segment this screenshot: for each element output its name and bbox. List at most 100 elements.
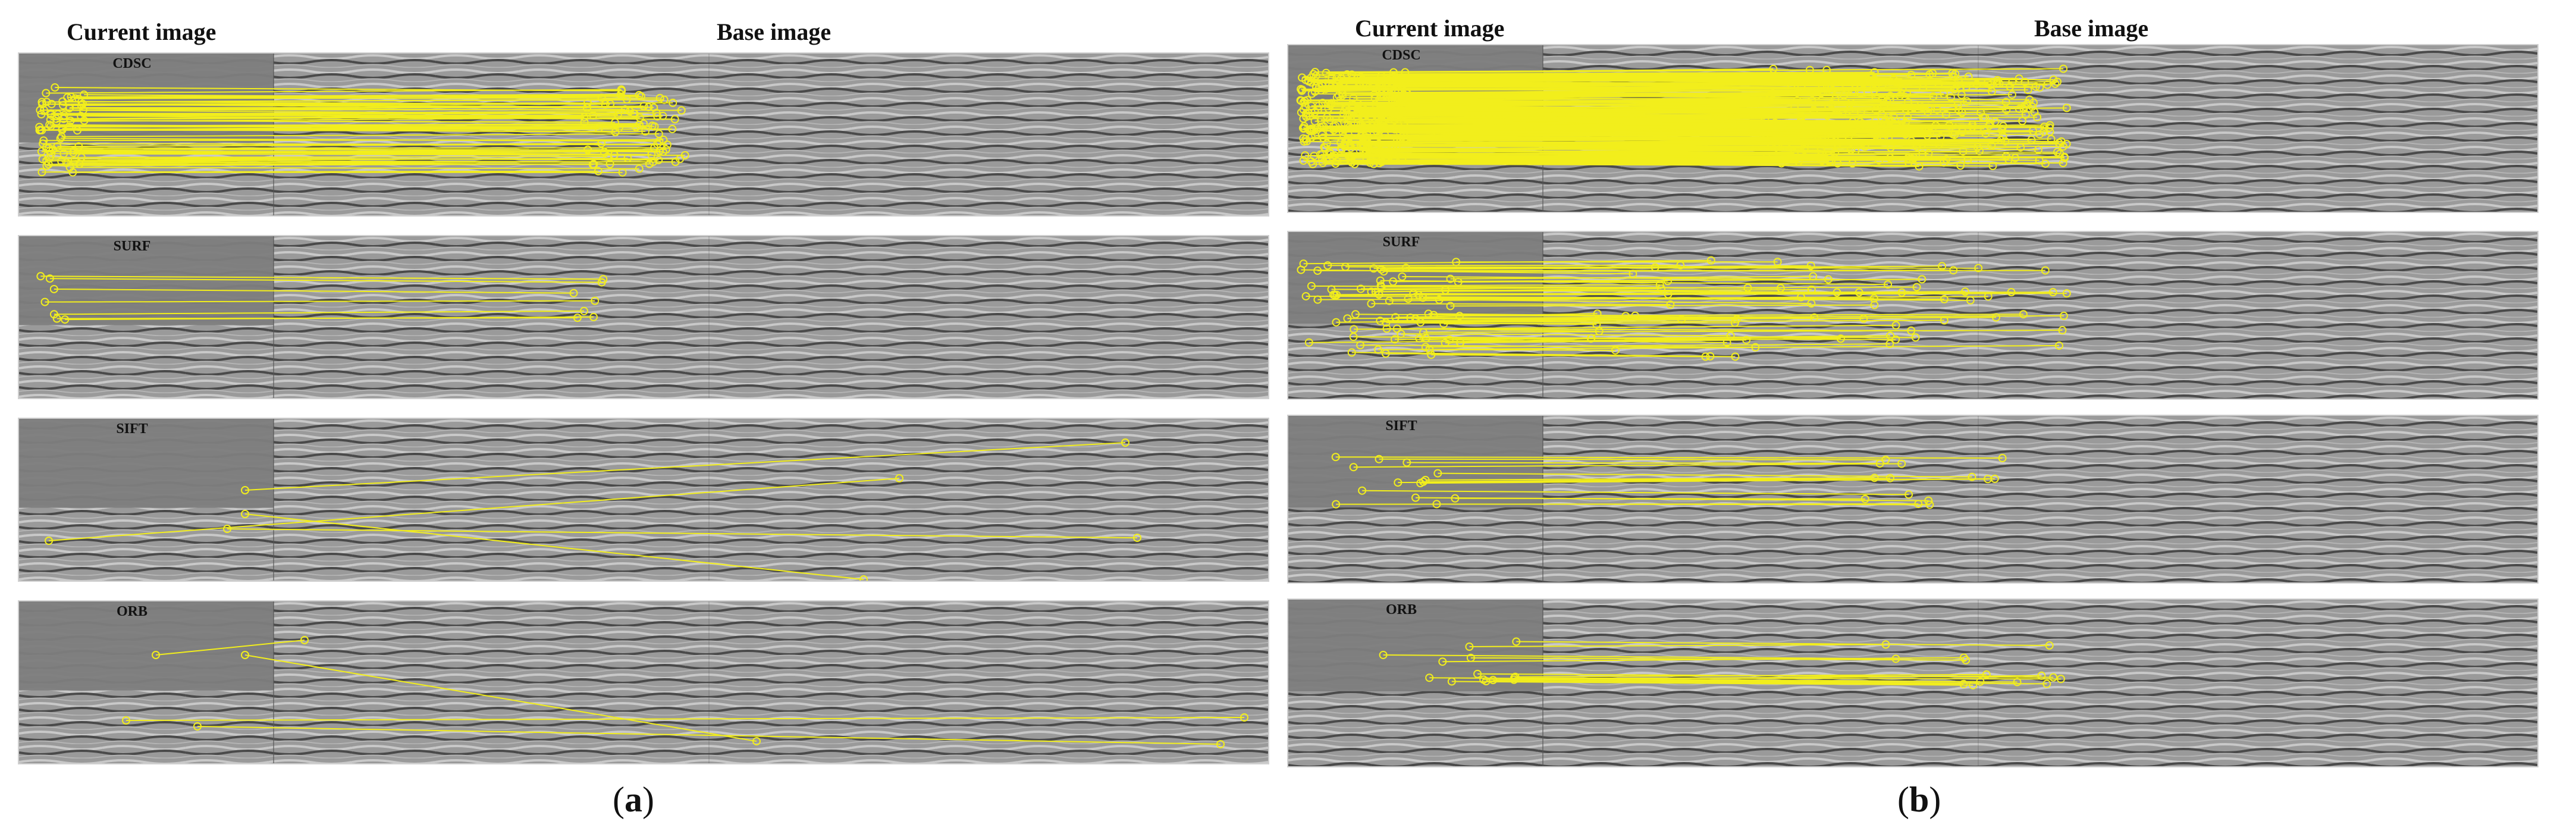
keypoint-marker xyxy=(2054,341,2063,350)
keypoint-marker xyxy=(35,123,44,131)
keypoint-marker xyxy=(1240,713,1248,722)
panel-b-header-current: Current image xyxy=(1355,15,1505,42)
keypoint-marker xyxy=(1881,640,1890,649)
keypoint-marker xyxy=(2035,83,2044,92)
keypoint-marker xyxy=(650,122,659,131)
keypoint-marker xyxy=(1962,656,1971,665)
match-line xyxy=(1431,354,1706,358)
match-line xyxy=(48,478,900,541)
keypoint-marker xyxy=(1356,110,1365,119)
keypoint-marker xyxy=(1401,68,1410,77)
keypoint-marker xyxy=(1338,89,1347,98)
match-line xyxy=(62,129,646,132)
keypoint-marker xyxy=(1304,338,1313,347)
keypoint-marker xyxy=(2015,105,2023,114)
match-line xyxy=(57,143,658,148)
keypoint-marker xyxy=(1904,490,1913,499)
keypoint-marker xyxy=(2023,86,2032,95)
keypoint-marker xyxy=(2037,671,2046,680)
keypoint-marker xyxy=(1332,290,1341,299)
keypoint-marker xyxy=(1595,327,1604,336)
keypoint-marker xyxy=(1379,650,1388,659)
keypoint-marker xyxy=(1397,81,1406,90)
keypoint-marker xyxy=(52,314,61,323)
keypoint-marker xyxy=(1961,287,1970,296)
keypoint-marker xyxy=(2045,641,2054,650)
keypoint-marker xyxy=(37,110,46,119)
algorithm-label: CDSC xyxy=(1382,48,1420,63)
keypoint-marker xyxy=(37,168,46,177)
keypoint-marker xyxy=(597,278,606,287)
keypoint-marker xyxy=(573,314,582,322)
keypoint-marker xyxy=(1421,475,1430,484)
match-line xyxy=(1459,314,2023,317)
match-line xyxy=(1378,344,2059,350)
keypoint-marker xyxy=(2035,130,2044,139)
keypoint-marker xyxy=(1706,352,1715,361)
match-line xyxy=(1393,278,1922,283)
keypoint-marker xyxy=(1511,672,1520,681)
keypoint-marker xyxy=(1332,500,1341,509)
match-line xyxy=(125,717,1245,721)
match-line xyxy=(71,93,621,98)
keypoint-marker xyxy=(1375,147,1384,156)
keypoint-marker xyxy=(655,93,664,102)
match-line xyxy=(46,99,664,103)
keypoint-marker xyxy=(1482,677,1491,686)
keypoint-marker xyxy=(1845,105,1854,114)
keypoint-marker xyxy=(1297,96,1306,105)
keypoint-marker xyxy=(1366,158,1375,167)
keypoint-marker xyxy=(1391,313,1400,322)
keypoint-marker xyxy=(2045,127,2054,136)
keypoint-marker xyxy=(1891,654,1900,663)
keypoint-marker xyxy=(241,651,249,659)
match-lines xyxy=(1297,256,2071,361)
match-line xyxy=(1483,675,2042,681)
keypoint-marker xyxy=(658,111,667,120)
keypoint-marker xyxy=(1317,122,1326,131)
keypoint-marker xyxy=(2053,148,2062,156)
match-line xyxy=(155,640,305,656)
match-line xyxy=(1375,287,1662,293)
keypoint-marker xyxy=(2062,104,2071,112)
keypoint-marker xyxy=(1796,112,1805,121)
match-line xyxy=(1362,490,1909,496)
keypoint-marker xyxy=(1379,267,1388,276)
keypoint-marker xyxy=(1924,496,1933,505)
panel-a-row-sift: SIFT xyxy=(18,418,1269,582)
algorithm-label: SIFT xyxy=(116,421,148,437)
keypoint-marker xyxy=(1869,294,1878,303)
match-line xyxy=(1394,119,1902,122)
match-line xyxy=(81,156,608,158)
keypoint-marker xyxy=(63,93,72,102)
keypoint-marker xyxy=(1959,679,1968,688)
keypoint-marker xyxy=(1350,325,1358,334)
keypoint-marker xyxy=(1822,65,1831,74)
keypoint-marker xyxy=(1993,76,2002,84)
keypoint-marker xyxy=(49,310,58,319)
keypoint-marker xyxy=(2043,80,2052,89)
keypoint-marker xyxy=(1824,275,1833,284)
keypoint-marker xyxy=(1325,115,1334,124)
keypoint-marker xyxy=(1325,155,1334,164)
panel-b-caption: (b) xyxy=(1897,780,1941,819)
match-line xyxy=(1371,303,1671,305)
keypoint-marker xyxy=(1466,653,1475,662)
match-line xyxy=(61,133,659,137)
keypoint-marker xyxy=(1946,93,1955,102)
keypoint-marker xyxy=(1972,80,1981,89)
keypoint-marker xyxy=(1347,348,1356,357)
keypoint-marker xyxy=(594,167,603,175)
match-lines xyxy=(45,438,1141,581)
match-line xyxy=(1486,681,1964,685)
match-line xyxy=(1386,115,1801,119)
match-line xyxy=(51,123,644,127)
match-lines xyxy=(1331,453,2007,509)
keypoint-marker xyxy=(1356,341,1365,350)
keypoint-marker xyxy=(1322,68,1331,77)
keypoint-marker xyxy=(1332,318,1341,327)
keypoint-marker xyxy=(1309,70,1318,79)
keypoint-marker xyxy=(1762,153,1771,162)
match-line xyxy=(1311,285,1748,289)
